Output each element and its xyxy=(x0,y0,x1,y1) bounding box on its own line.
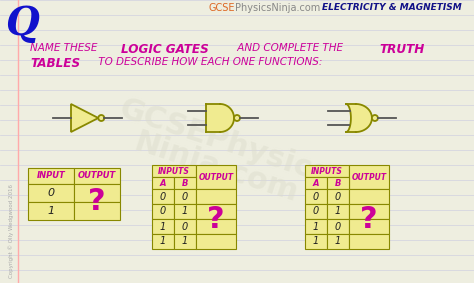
Bar xyxy=(196,204,236,219)
Text: 1: 1 xyxy=(182,207,188,216)
Bar xyxy=(349,234,389,249)
Text: PhysicsNinja.com: PhysicsNinja.com xyxy=(235,3,320,13)
Text: 0: 0 xyxy=(182,222,188,231)
Text: 1: 1 xyxy=(182,237,188,246)
Text: TRUTH: TRUTH xyxy=(379,43,424,56)
Bar xyxy=(28,184,74,202)
Bar xyxy=(349,204,389,219)
Bar xyxy=(174,234,196,249)
Text: A: A xyxy=(313,179,319,188)
Text: TO DESCRIBE HOW EACH ONE FUNCTIONS:: TO DESCRIBE HOW EACH ONE FUNCTIONS: xyxy=(95,57,322,67)
Text: ?: ? xyxy=(207,205,225,233)
Text: NAME THESE: NAME THESE xyxy=(30,43,100,53)
Text: 0: 0 xyxy=(335,192,341,201)
Bar xyxy=(196,219,236,234)
Bar xyxy=(349,189,389,204)
Bar xyxy=(196,234,236,249)
Bar xyxy=(305,165,349,177)
Text: B: B xyxy=(182,179,188,188)
Bar xyxy=(327,234,349,249)
Text: 0: 0 xyxy=(182,192,188,201)
Bar xyxy=(327,204,349,219)
Bar xyxy=(349,219,389,234)
Text: OUTPUT: OUTPUT xyxy=(199,173,234,181)
Polygon shape xyxy=(346,104,372,132)
Text: 0: 0 xyxy=(160,192,166,201)
Bar xyxy=(174,204,196,219)
Bar xyxy=(196,165,236,189)
Circle shape xyxy=(98,115,104,121)
Polygon shape xyxy=(71,104,98,132)
Bar xyxy=(327,177,349,189)
Text: 1: 1 xyxy=(313,222,319,231)
Bar xyxy=(74,184,120,202)
Text: 0: 0 xyxy=(313,192,319,201)
Bar xyxy=(349,165,389,189)
Text: 1: 1 xyxy=(47,206,55,216)
Bar xyxy=(152,165,196,177)
Bar xyxy=(152,219,174,234)
Text: AND COMPLETE THE: AND COMPLETE THE xyxy=(234,43,346,53)
Bar xyxy=(152,189,174,204)
Text: OUTPUT: OUTPUT xyxy=(351,173,387,181)
Text: B: B xyxy=(335,179,341,188)
Bar xyxy=(327,219,349,234)
Text: INPUT: INPUT xyxy=(36,171,65,181)
Bar xyxy=(152,177,174,189)
Text: OUTPUT: OUTPUT xyxy=(78,171,116,181)
Text: 0: 0 xyxy=(335,222,341,231)
Text: Q: Q xyxy=(5,5,39,43)
Circle shape xyxy=(234,115,240,121)
Text: ?: ? xyxy=(360,205,378,233)
Text: GCSEPhysics
Ninja.com: GCSEPhysics Ninja.com xyxy=(107,95,333,215)
Bar xyxy=(305,204,327,219)
Bar xyxy=(305,177,327,189)
Text: A: A xyxy=(160,179,166,188)
Text: 0: 0 xyxy=(160,207,166,216)
Text: 1: 1 xyxy=(160,237,166,246)
Text: ?: ? xyxy=(88,188,106,216)
Text: INPUTS: INPUTS xyxy=(158,166,190,175)
Bar xyxy=(305,219,327,234)
Bar xyxy=(305,234,327,249)
Bar xyxy=(28,168,74,184)
Text: Copyright © Olly Wedgwood 2016: Copyright © Olly Wedgwood 2016 xyxy=(8,184,14,278)
Bar xyxy=(28,202,74,220)
Bar xyxy=(196,189,236,204)
Bar xyxy=(305,189,327,204)
Text: GCSE: GCSE xyxy=(209,3,235,13)
Text: 1: 1 xyxy=(313,237,319,246)
Circle shape xyxy=(372,115,378,121)
Bar xyxy=(174,177,196,189)
Bar xyxy=(174,219,196,234)
Bar xyxy=(74,202,120,220)
Text: 1: 1 xyxy=(335,237,341,246)
Text: 1: 1 xyxy=(335,207,341,216)
Text: 1: 1 xyxy=(160,222,166,231)
Text: ELECTRICITY & MAGNETISM: ELECTRICITY & MAGNETISM xyxy=(322,3,462,12)
Text: 0: 0 xyxy=(313,207,319,216)
Text: 0: 0 xyxy=(47,188,55,198)
Bar xyxy=(74,168,120,184)
Text: INPUTS: INPUTS xyxy=(311,166,343,175)
Bar xyxy=(152,234,174,249)
Bar xyxy=(174,189,196,204)
Bar xyxy=(152,204,174,219)
Polygon shape xyxy=(220,104,234,132)
Bar xyxy=(206,104,220,132)
Text: LOGIC GATES: LOGIC GATES xyxy=(121,43,209,56)
Bar xyxy=(327,189,349,204)
Text: TABLES: TABLES xyxy=(30,57,80,70)
